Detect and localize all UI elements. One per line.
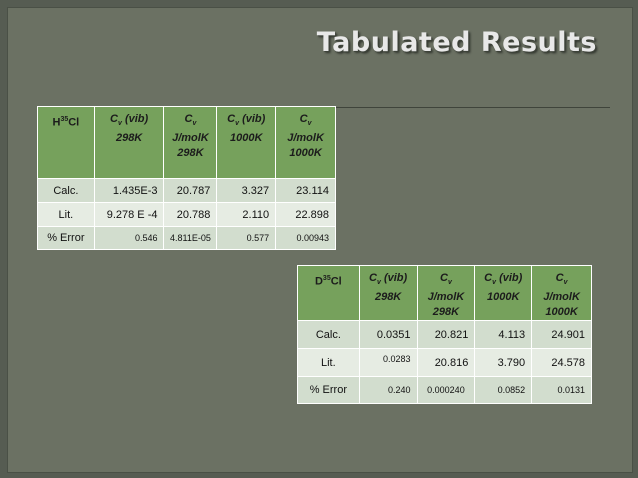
table-cell: 20.821 (416, 320, 476, 350)
table-cell: 20.816 (416, 348, 476, 378)
dcl-header-cv-vib-1000: Cv (vib) 1000K (474, 264, 533, 322)
row-label: Calc. (297, 320, 360, 350)
table-cell: 9.278 E -4 (93, 202, 165, 227)
dcl-header-cv-vib-298: Cv (vib) 298K (358, 264, 418, 322)
table-cell: 20.788 (163, 202, 218, 227)
table-row: Lit. 0.0283 20.816 3.790 24.578 (297, 348, 592, 378)
dcl-header-cv-1000: Cv J/molK 1000K (531, 264, 592, 322)
table-cell: 20.787 (163, 178, 218, 203)
table-cell: 0.0283 (358, 348, 418, 378)
hcl-header-molecule: H35Cl (37, 106, 95, 179)
table-cell: 0.000240 (416, 376, 476, 405)
hcl-header-cv-vib-1000: Cv (vib) 1000K (216, 106, 277, 179)
hcl-header-cv-298: Cv J/molK 298K (163, 106, 218, 179)
row-label: Lit. (297, 348, 360, 378)
row-label: Lit. (37, 202, 95, 227)
table-row: Calc. 1.435E-3 20.787 3.327 23.114 (37, 178, 336, 203)
table-cell: 0.240 (358, 376, 418, 405)
dcl-header-cv-298: Cv J/molK 298K (416, 264, 476, 322)
dcl-header-row: D35Cl Cv (vib) 298K Cv J/molK 298K Cv (vib)… (297, 264, 592, 322)
hcl-header-cv-1000: Cv J/molK 1000K (275, 106, 336, 179)
table-cell: 3.327 (216, 178, 277, 203)
table-cell: 0.0351 (358, 320, 418, 350)
table-cell: 24.578 (531, 348, 592, 378)
row-label: Calc. (37, 178, 95, 203)
hcl-results-table: H35Cl Cv (vib) 298K Cv J/molK 298K Cv (vib)… (37, 106, 336, 250)
table-cell: 0.546 (93, 226, 165, 250)
slide-title: Tabulated Results (316, 27, 597, 58)
table-cell: 22.898 (275, 202, 336, 227)
row-label: % Error (37, 226, 95, 250)
table-cell: 23.114 (275, 178, 336, 203)
table-cell: 4.113 (474, 320, 533, 350)
table-row: Lit. 9.278 E -4 20.788 2.110 22.898 (37, 202, 336, 227)
table-cell: 0.577 (216, 226, 277, 250)
table-row: Calc. 0.0351 20.821 4.113 24.901 (297, 320, 592, 350)
table-row: % Error 0.240 0.000240 0.0852 0.0131 (297, 376, 592, 405)
hcl-header-cv-vib-298: Cv (vib) 298K (93, 106, 165, 179)
table-cell: 3.790 (474, 348, 533, 378)
row-label: % Error (297, 376, 360, 405)
hcl-header-row: H35Cl Cv (vib) 298K Cv J/molK 298K Cv (vib)… (37, 106, 336, 179)
table-cell: 0.00943 (275, 226, 336, 250)
dcl-header-molecule: D35Cl (297, 264, 360, 322)
table-cell: 24.901 (531, 320, 592, 350)
table-cell: 4.811E-05 (163, 226, 218, 250)
table-cell: 1.435E-3 (93, 178, 165, 203)
dcl-results-table: D35Cl Cv (vib) 298K Cv J/molK 298K Cv (vib)… (297, 264, 592, 405)
table-cell: 0.0852 (474, 376, 533, 405)
table-cell: 2.110 (216, 202, 277, 227)
table-row: % Error 0.546 4.811E-05 0.577 0.00943 (37, 226, 336, 250)
table-cell: 0.0131 (531, 376, 592, 405)
